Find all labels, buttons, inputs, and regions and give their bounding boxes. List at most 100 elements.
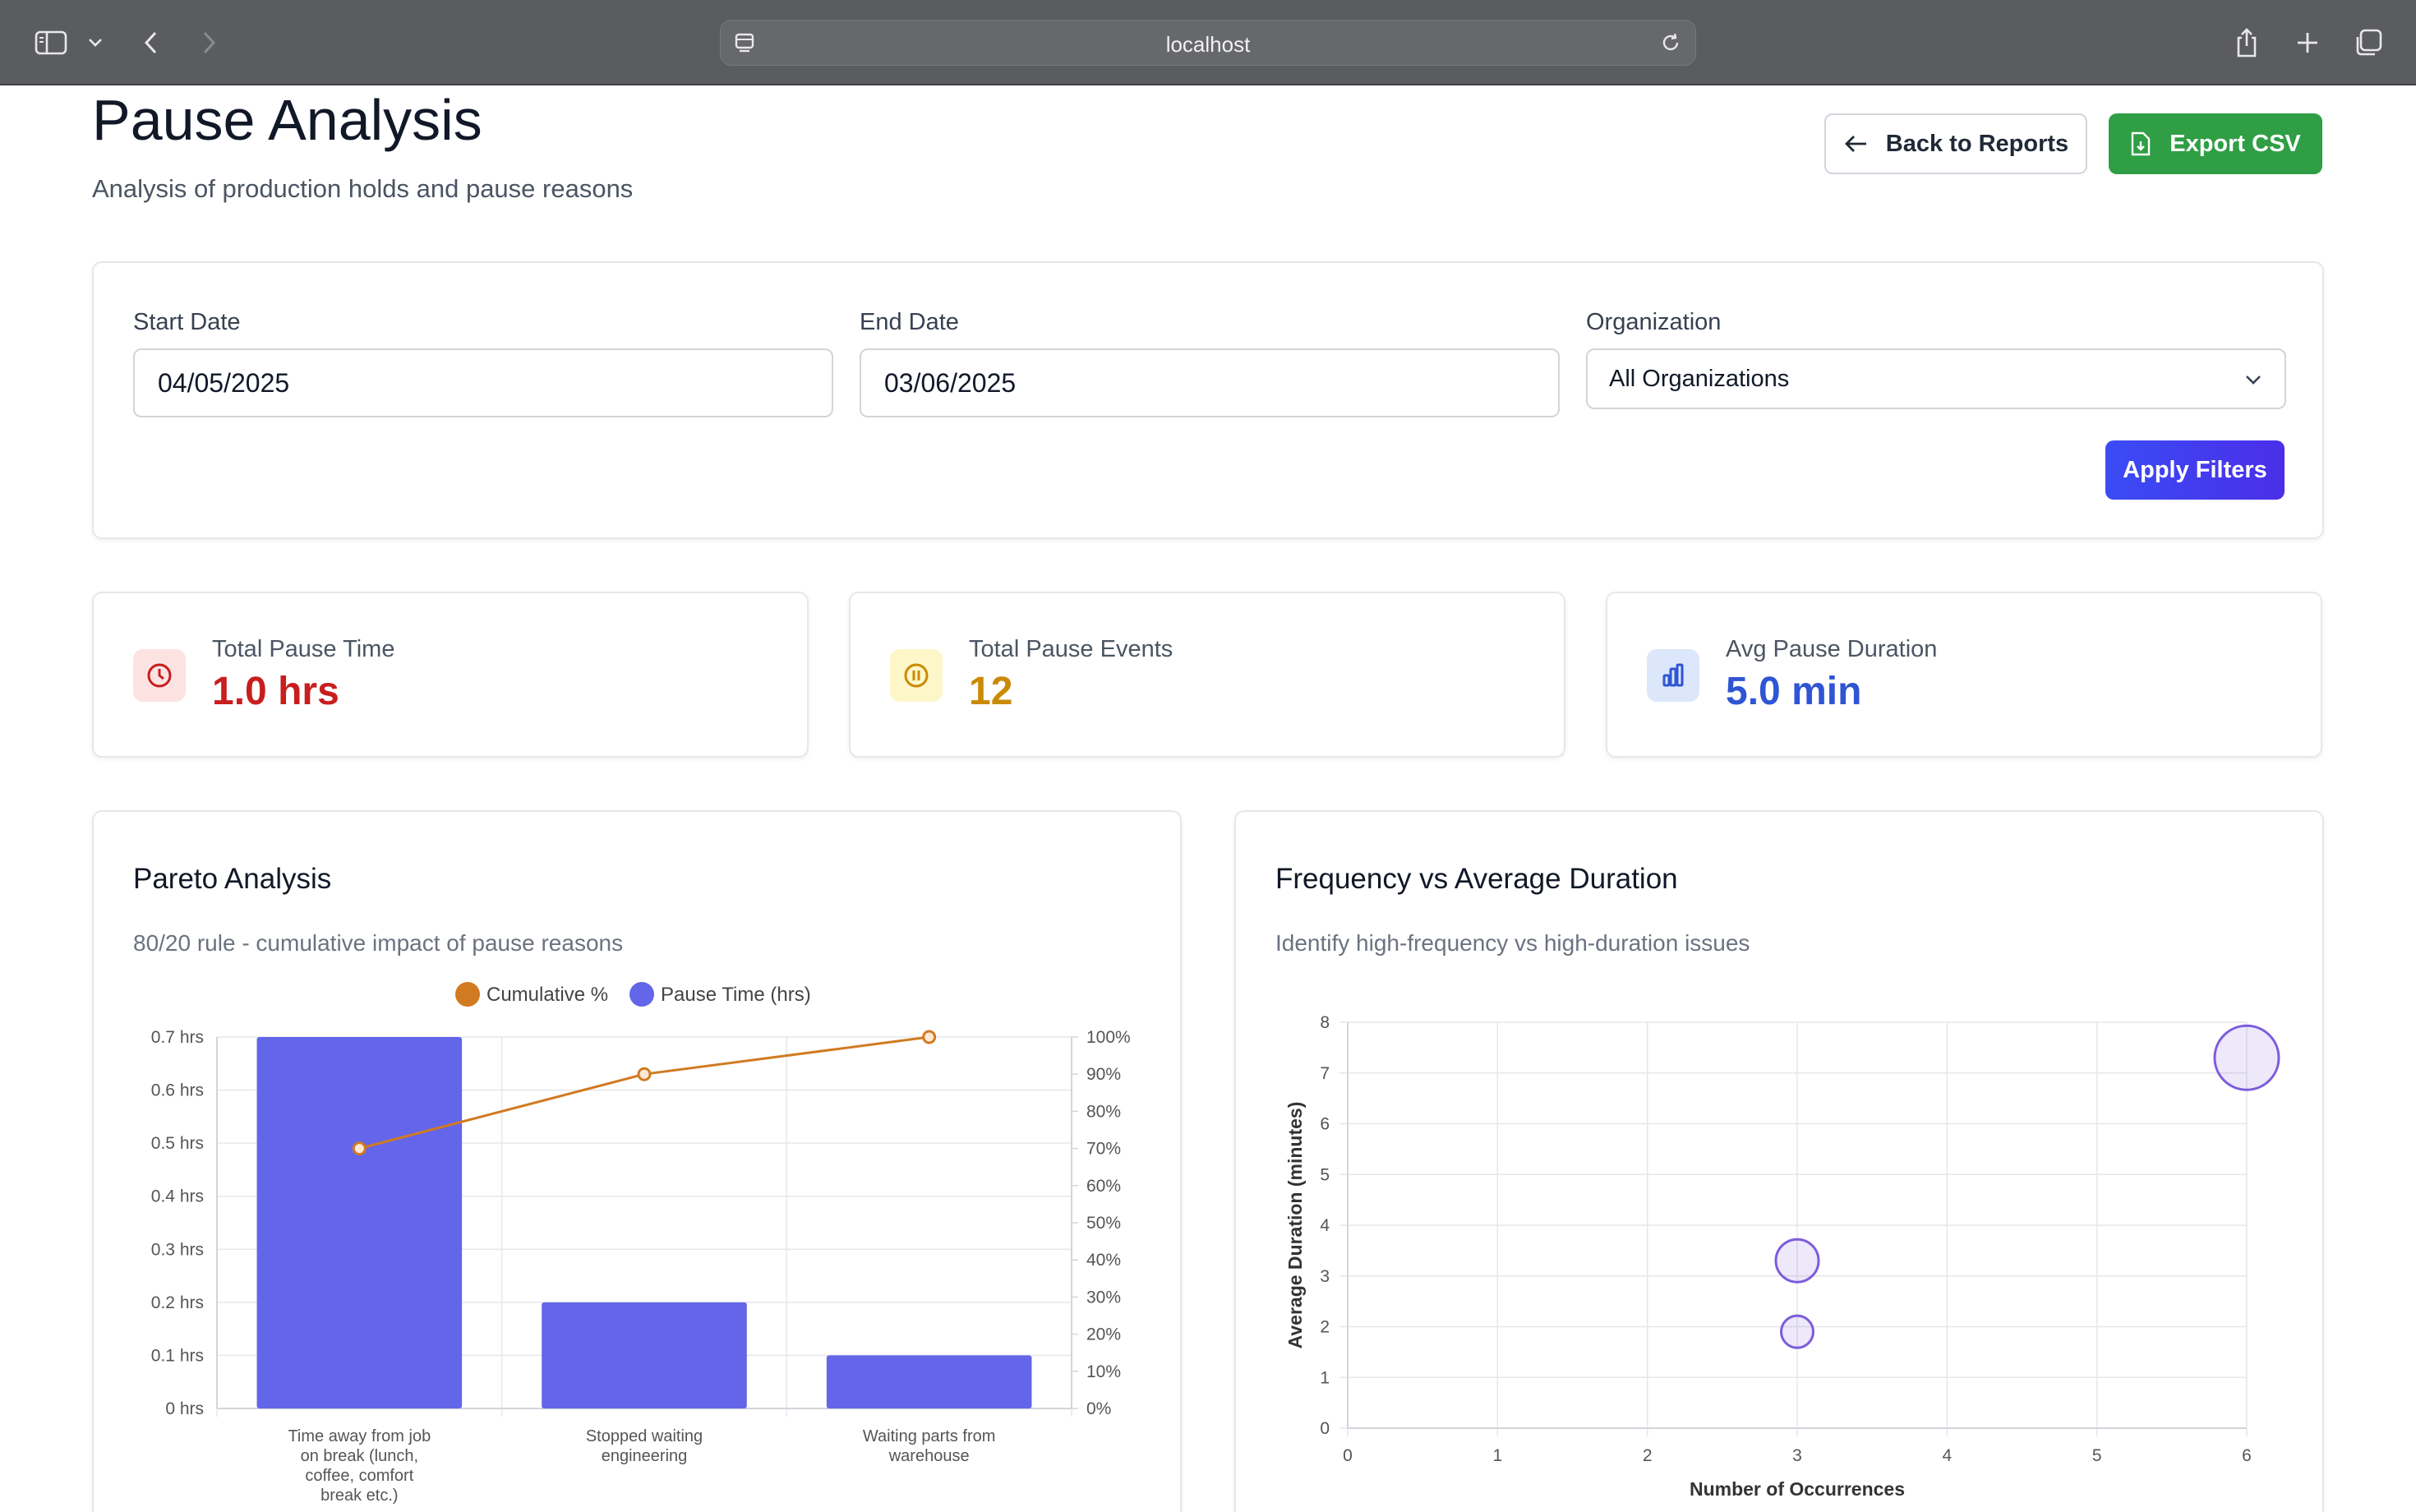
x-tick-label: 5 [2092,1446,2102,1465]
x-category-label: on break (lunch, [301,1447,418,1465]
x-tick-label: 1 [1492,1446,1502,1465]
y-tick-label: 6 [1320,1115,1330,1134]
back-to-reports-label: Back to Reports [1885,130,2069,157]
start-date-label: Start Date [133,309,241,335]
x-category-label: Waiting parts from [863,1427,996,1445]
y-right-tick-label: 90% [1086,1065,1121,1084]
y-right-tick-label: 70% [1086,1140,1121,1159]
x-tick-label: 2 [1643,1446,1653,1465]
clock-icon [133,649,186,702]
scatter-chart: 0 1 2 3 4 5 6 7 8 0 1 2 3 4 5 6 Number of Occurrences Ave… [1284,1013,2280,1500]
pause-circle-icon [890,649,943,702]
y-tick-label: 8 [1320,1013,1330,1032]
y-tick-label: 7 [1320,1064,1330,1083]
y-right-tick-label: 50% [1086,1214,1121,1233]
stat-label: Total Pause Time [212,636,395,662]
x-tick-label: 4 [1942,1446,1952,1465]
tab-overview-icon[interactable] [2350,25,2386,61]
x-tick-label: 3 [1792,1446,1802,1465]
y-right-tick-label: 0% [1086,1399,1111,1418]
x-axis-title: Number of Occurrences [1690,1478,1905,1500]
y-left-tick-label: 0.7 hrs [151,1028,204,1047]
y-right-tick-label: 80% [1086,1102,1121,1121]
new-tab-icon[interactable] [2289,25,2326,61]
y-right-tick-label: 10% [1086,1362,1121,1381]
reload-icon[interactable] [1656,29,1685,58]
end-date-input[interactable]: 03/06/2025 [860,348,1560,417]
filters-card: Start Date 04/05/2025 End Date 03/06/202… [92,261,2324,539]
x-tick-label: 6 [2242,1446,2252,1465]
bar [826,1355,1032,1408]
back-to-reports-button[interactable]: Back to Reports [1824,113,2087,174]
y-right-tick-label: 60% [1086,1177,1121,1196]
page-subtitle: Analysis of production holds and pause r… [92,174,634,203]
scatter-title: Frequency vs Average Duration [1275,863,1678,895]
legend-label-cumulative: Cumulative % [486,984,608,1006]
legend-label-pause-time: Pause Time (hrs) [661,984,811,1006]
x-tick-label: 0 [1343,1446,1353,1465]
stat-card-avg-pause-duration: Avg Pause Duration 5.0 min [1606,592,2322,758]
y-right-tick-label: 30% [1086,1288,1121,1307]
start-date-input[interactable]: 04/05/2025 [133,348,833,417]
y-right-tick-label: 20% [1086,1325,1121,1344]
export-csv-button[interactable]: Export CSV [2109,113,2322,174]
share-icon[interactable] [2229,25,2265,61]
x-category-label: engineering [602,1447,688,1465]
export-csv-label: Export CSV [2169,130,2301,157]
forward-nav-icon[interactable] [191,25,227,61]
y-left-tick-label: 0.6 hrs [151,1081,204,1100]
organization-label: Organization [1586,309,1722,335]
end-date-label: End Date [860,309,959,335]
y-left-tick-label: 0 hrs [165,1399,204,1418]
cumulative-point [637,1067,652,1081]
pareto-chart: Cumulative % Pause Time (hrs) 0 hrs 0.1 hrs… [151,982,1131,1505]
sidebar-toggle-icon[interactable] [33,25,69,61]
pareto-title: Pareto Analysis [133,863,332,895]
page-title: Pause Analysis [92,88,482,152]
cumulative-point [922,1030,937,1044]
apply-filters-button[interactable]: Apply Filters [2105,440,2285,500]
scatter-chart-card: Frequency vs Average Duration Identify h… [1234,810,2324,1512]
y-left-tick-label: 0.3 hrs [151,1240,204,1259]
y-tick-label: 5 [1320,1165,1330,1184]
y-axis-title: Average Duration (minutes) [1284,1102,1306,1349]
chevron-down-icon[interactable] [79,25,112,61]
x-category-label: Time away from job [288,1427,431,1445]
y-tick-label: 0 [1320,1419,1330,1438]
organization-select[interactable]: All Organizations [1586,348,2286,409]
y-right-tick-label: 100% [1086,1028,1131,1047]
address-bar[interactable]: localhost [720,20,1696,66]
stat-card-total-pause-events: Total Pause Events 12 [849,592,1565,758]
scatter-point [2213,1024,2280,1091]
bar-chart-icon [1647,649,1699,702]
x-category-label: warehouse [888,1447,970,1465]
stat-label: Total Pause Events [969,636,1173,662]
y-tick-label: 1 [1320,1368,1330,1387]
x-category-label: coffee, comfort [305,1467,413,1485]
scatter-subtitle: Identify high-frequency vs high-duration… [1275,930,1750,956]
chevron-down-icon [2246,376,2261,385]
stat-value: 5.0 min [1726,670,1862,713]
page-content: Pause Analysis Analysis of production ho… [0,87,2416,1512]
pareto-chart-card: Pareto Analysis 80/20 rule - cumulative … [92,810,1182,1512]
y-left-tick-label: 0.5 hrs [151,1134,204,1153]
y-tick-label: 3 [1320,1267,1330,1286]
scatter-point [1780,1314,1814,1349]
scatter-point [1774,1238,1820,1284]
y-left-tick-label: 0.2 hrs [151,1293,204,1312]
stat-value: 12 [969,670,1013,713]
organization-selected-value: All Organizations [1609,365,1790,392]
back-nav-icon[interactable] [133,25,169,61]
y-tick-label: 2 [1320,1318,1330,1337]
file-download-icon [2132,131,2151,156]
y-left-tick-label: 0.4 hrs [151,1187,204,1206]
y-right-tick-label: 40% [1086,1251,1121,1270]
browser-toolbar: localhost [0,0,2416,85]
arrow-left-icon [1844,136,1866,152]
y-left-tick-label: 0.1 hrs [151,1346,204,1365]
page-menu-icon[interactable] [731,29,760,58]
stat-card-total-pause-time: Total Pause Time 1.0 hrs [92,592,809,758]
y-tick-label: 4 [1320,1216,1330,1235]
pareto-subtitle: 80/20 rule - cumulative impact of pause … [133,930,624,956]
legend-swatch-pause-time [629,982,654,1007]
